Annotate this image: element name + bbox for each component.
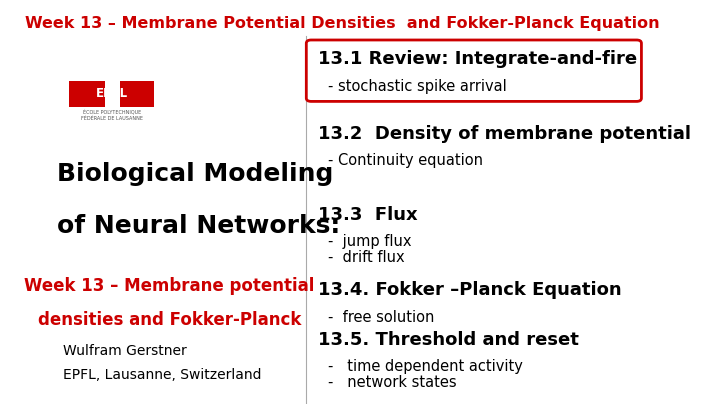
Text: - Continuity equation: - Continuity equation <box>328 153 482 168</box>
Text: EPFL, Lausanne, Switzerland: EPFL, Lausanne, Switzerland <box>63 368 262 382</box>
Text: 13.4. Fokker –Planck Equation: 13.4. Fokker –Planck Equation <box>319 281 622 299</box>
Text: of Neural Networks:: of Neural Networks: <box>57 214 340 238</box>
Text: 13.5. Threshold and reset: 13.5. Threshold and reset <box>319 331 580 349</box>
Text: -  drift flux: - drift flux <box>328 250 404 265</box>
Text: 13.1 Review: Integrate-and-fire: 13.1 Review: Integrate-and-fire <box>319 50 638 69</box>
Text: -   time dependent activity: - time dependent activity <box>328 359 523 374</box>
Text: densities and Fokker-Planck: densities and Fokker-Planck <box>38 311 301 329</box>
Text: 13.2  Density of membrane potential: 13.2 Density of membrane potential <box>319 125 692 143</box>
FancyBboxPatch shape <box>105 81 120 107</box>
Text: ÉCOLE POLYTECHNIQUE
FÉDÉRALE DE LAUSANNE: ÉCOLE POLYTECHNIQUE FÉDÉRALE DE LAUSANNE <box>81 109 142 121</box>
Text: - stochastic spike arrival: - stochastic spike arrival <box>328 79 506 94</box>
Text: -   network states: - network states <box>328 375 457 390</box>
Text: Week 13 – Membrane Potential Densities  and Fokker-Planck Equation: Week 13 – Membrane Potential Densities a… <box>25 16 660 31</box>
FancyBboxPatch shape <box>69 81 105 107</box>
Text: Wulfram Gerstner: Wulfram Gerstner <box>63 344 187 358</box>
Text: -  jump flux: - jump flux <box>328 234 411 248</box>
Text: EPFL: EPFL <box>96 87 128 101</box>
FancyBboxPatch shape <box>120 81 155 107</box>
Text: 13.3  Flux: 13.3 Flux <box>319 206 418 224</box>
Text: Biological Modeling: Biological Modeling <box>57 162 334 185</box>
Text: Week 13 – Membrane potential: Week 13 – Membrane potential <box>24 277 315 295</box>
Text: -  free solution: - free solution <box>328 310 434 325</box>
